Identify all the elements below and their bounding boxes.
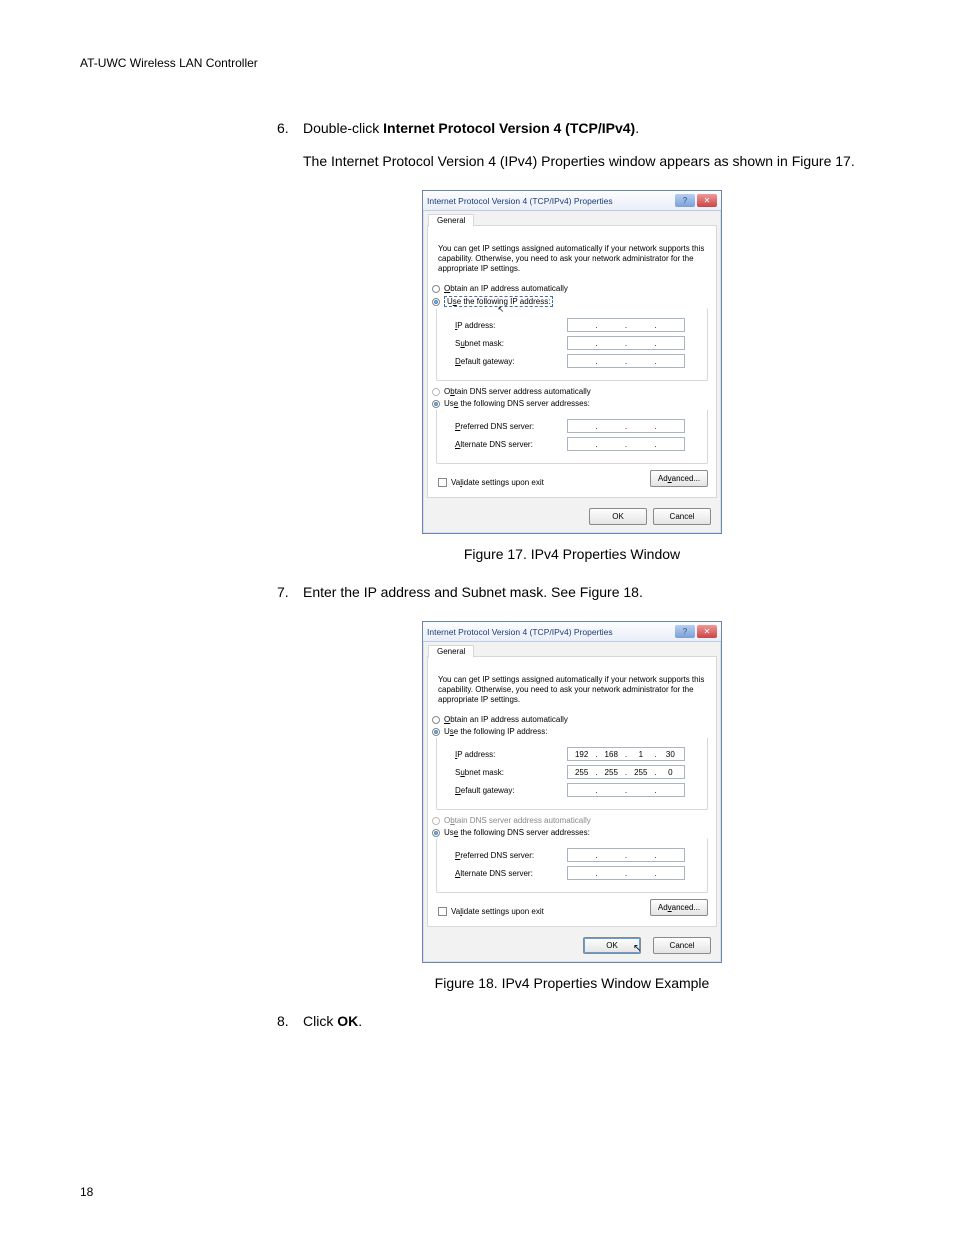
step-text: Double-click [303, 120, 383, 136]
step-6: 6. Double-click Internet Protocol Versio… [277, 118, 867, 139]
radio-use-ip-label: Use the following IP address: [444, 727, 547, 736]
checkbox-validate-label: Validate settings upon exit [451, 907, 544, 916]
cancel-button[interactable]: Cancel [653, 508, 711, 525]
label-gateway: Default gateway: [455, 357, 567, 366]
step-bold: OK [337, 1013, 358, 1029]
page-header: AT-UWC Wireless LAN Controller [80, 56, 874, 70]
label-ip-address: IP address: [455, 750, 567, 759]
tab-general[interactable]: General [428, 214, 474, 227]
input-subnet[interactable]: 255. 255. 255. 0 [567, 765, 685, 779]
radio-use-ip[interactable] [432, 298, 440, 306]
input-ip-address[interactable]: ... [567, 318, 685, 332]
radio-obtain-ip[interactable] [432, 285, 440, 293]
step-8: 8. Click OK. [277, 1011, 867, 1032]
step-text: Enter the IP address and Subnet mask. Se… [303, 582, 867, 603]
tab-general[interactable]: General [428, 645, 474, 658]
dialog-description: You can get IP settings assigned automat… [438, 675, 706, 705]
close-icon[interactable]: ✕ [697, 194, 717, 207]
step-text-post: . [358, 1013, 362, 1029]
radio-use-dns-label: Use the following DNS server addresses: [444, 399, 590, 408]
step-number: 7. [277, 582, 303, 603]
dialog-title: Internet Protocol Version 4 (TCP/IPv4) P… [427, 196, 675, 206]
figure-17-caption: Figure 17. IPv4 Properties Window [277, 546, 867, 562]
step-text-post: . [635, 120, 639, 136]
label-alt-dns: Alternate DNS server: [455, 869, 567, 878]
input-ip-address[interactable]: 192. 168. 1. 30 [567, 747, 685, 761]
label-alt-dns: Alternate DNS server: [455, 440, 567, 449]
ok-button[interactable]: OK [589, 508, 647, 525]
input-gateway[interactable]: ... [567, 354, 685, 368]
dialog-title: Internet Protocol Version 4 (TCP/IPv4) P… [427, 627, 675, 637]
input-alt-dns[interactable]: ... [567, 437, 685, 451]
page-number: 18 [80, 1185, 93, 1199]
radio-obtain-dns[interactable] [432, 388, 440, 396]
label-pref-dns: Preferred DNS server: [455, 851, 567, 860]
label-subnet: Subnet mask: [455, 768, 567, 777]
label-gateway: Default gateway: [455, 786, 567, 795]
ipv4-properties-dialog-fig17: Internet Protocol Version 4 (TCP/IPv4) P… [422, 190, 722, 534]
input-pref-dns[interactable]: ... [567, 419, 685, 433]
radio-obtain-ip-label: Obtain an IP address automatically [444, 284, 568, 293]
help-icon[interactable]: ? [675, 625, 695, 638]
radio-use-dns[interactable] [432, 829, 440, 837]
help-icon[interactable]: ? [675, 194, 695, 207]
label-subnet: Subnet mask: [455, 339, 567, 348]
radio-use-dns-label: Use the following DNS server addresses: [444, 828, 590, 837]
ipv4-properties-dialog-fig18: Internet Protocol Version 4 (TCP/IPv4) P… [422, 621, 722, 963]
radio-use-ip[interactable] [432, 728, 440, 736]
step-7: 7. Enter the IP address and Subnet mask.… [277, 582, 867, 603]
cursor-icon: ↖ [633, 943, 641, 954]
advanced-button[interactable]: Advanced... [650, 470, 708, 487]
radio-obtain-dns[interactable] [432, 817, 440, 825]
checkbox-validate[interactable] [438, 907, 447, 916]
label-ip-address: IP address: [455, 321, 567, 330]
advanced-button[interactable]: Advanced... [650, 899, 708, 916]
radio-obtain-dns-label: Obtain DNS server address automatically [444, 387, 591, 396]
radio-use-dns[interactable] [432, 400, 440, 408]
checkbox-validate-label: Validate settings upon exit [451, 478, 544, 487]
input-gateway[interactable]: ... [567, 783, 685, 797]
step-number: 8. [277, 1011, 303, 1032]
input-pref-dns[interactable]: ... [567, 848, 685, 862]
figure-18-caption: Figure 18. IPv4 Properties Window Exampl… [277, 975, 867, 991]
radio-obtain-dns-label: Obtain DNS server address automatically [444, 816, 591, 825]
checkbox-validate[interactable] [438, 478, 447, 487]
radio-obtain-ip-label: Obtain an IP address automatically [444, 715, 568, 724]
step-bold: Internet Protocol Version 4 (TCP/IPv4) [383, 120, 635, 136]
input-alt-dns[interactable]: ... [567, 866, 685, 880]
step-6-para: The Internet Protocol Version 4 (IPv4) P… [303, 151, 867, 172]
close-icon[interactable]: ✕ [697, 625, 717, 638]
dialog-description: You can get IP settings assigned automat… [438, 244, 706, 274]
radio-obtain-ip[interactable] [432, 716, 440, 724]
label-pref-dns: Preferred DNS server: [455, 422, 567, 431]
cancel-button[interactable]: Cancel [653, 937, 711, 954]
input-subnet[interactable]: ... [567, 336, 685, 350]
step-number: 6. [277, 118, 303, 139]
step-text: Click [303, 1013, 337, 1029]
